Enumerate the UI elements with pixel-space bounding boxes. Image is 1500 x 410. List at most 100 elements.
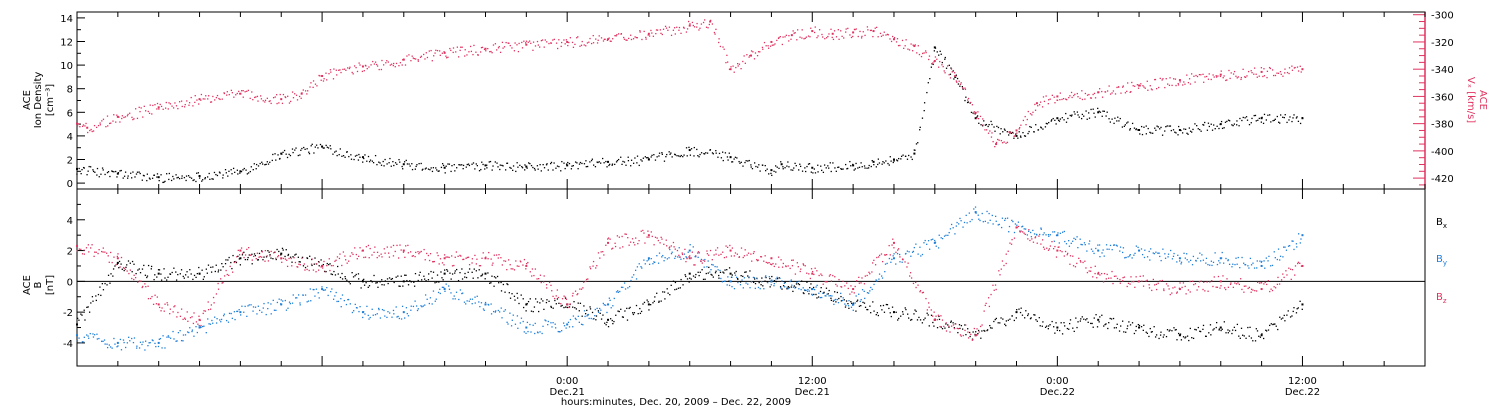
vx-sample xyxy=(1158,86,1160,89)
bx-sample xyxy=(484,278,486,280)
bz-sample xyxy=(631,238,634,240)
bz-sample xyxy=(355,253,358,256)
by-sample xyxy=(406,312,408,315)
bz-sample xyxy=(1022,231,1024,233)
vx-sample xyxy=(85,122,87,125)
by-sample xyxy=(1287,245,1290,247)
bz-sample xyxy=(1024,233,1026,236)
density-sample xyxy=(1135,128,1137,131)
by-sample xyxy=(424,304,426,306)
bz-sample xyxy=(1031,238,1033,240)
bx-sample xyxy=(186,271,188,273)
by-sample xyxy=(555,327,557,329)
vx-sample xyxy=(469,45,472,48)
by-sample xyxy=(444,290,446,292)
bx-sample xyxy=(1262,337,1265,340)
vx-sample xyxy=(1005,142,1007,144)
vx-sample xyxy=(274,96,276,98)
vx-sample xyxy=(711,23,714,25)
by-sample xyxy=(1149,259,1151,261)
density-sample xyxy=(1071,114,1073,116)
bz-sample xyxy=(577,293,579,295)
vx-sample xyxy=(1013,135,1015,137)
bz-sample xyxy=(1248,286,1251,289)
bx-sample xyxy=(714,272,717,274)
vx-sample xyxy=(435,49,437,51)
bx-sample xyxy=(1265,330,1268,332)
bz-sample xyxy=(133,274,135,276)
density-sample xyxy=(699,153,701,156)
by-sample xyxy=(943,235,946,237)
bz-point xyxy=(525,264,528,267)
by-sample xyxy=(1297,233,1300,235)
bx-sample xyxy=(147,264,150,267)
by-sample xyxy=(1261,260,1263,263)
bz-sample xyxy=(906,266,908,268)
by-sample xyxy=(940,237,942,239)
bx-sample xyxy=(358,278,360,280)
by-point xyxy=(1219,257,1222,260)
bz-sample xyxy=(191,316,193,318)
bx-series xyxy=(76,247,1304,342)
vx-sample xyxy=(349,66,351,68)
by-sample xyxy=(219,319,221,321)
bx-sample xyxy=(222,266,224,268)
bz-sample xyxy=(1212,285,1214,288)
vx-sample xyxy=(1122,85,1124,87)
by-sample xyxy=(1172,255,1175,257)
bx-sample xyxy=(137,269,139,271)
by-sample xyxy=(437,291,440,294)
by-sample xyxy=(1192,255,1195,258)
density-sample xyxy=(1080,117,1083,120)
bz-sample xyxy=(91,244,93,246)
by-sample xyxy=(587,313,590,316)
density-sample xyxy=(572,164,574,167)
density-point xyxy=(198,175,201,178)
density-sample xyxy=(623,161,626,163)
density-sample xyxy=(1246,119,1249,121)
density-sample xyxy=(1029,125,1031,128)
ion-density-series xyxy=(76,46,1304,184)
bz-sample xyxy=(264,249,267,252)
density-sample xyxy=(651,154,653,157)
by-sample xyxy=(1205,257,1208,260)
by-sample xyxy=(582,324,584,326)
bz-sample xyxy=(87,244,89,246)
bx-sample xyxy=(522,298,524,300)
by-sample xyxy=(760,281,763,283)
bz-sample xyxy=(895,251,897,253)
density-sample xyxy=(1149,131,1151,134)
density-sample xyxy=(1278,121,1280,123)
density-sample xyxy=(1094,116,1096,118)
vx-sample xyxy=(623,36,625,39)
density-sample xyxy=(991,123,993,126)
bz-sample xyxy=(744,249,746,251)
by-point xyxy=(933,241,936,244)
by-sample xyxy=(608,297,611,299)
bx-sample xyxy=(1218,328,1221,330)
bz-sample xyxy=(725,245,727,247)
bx-sample xyxy=(1185,336,1187,338)
bx-sample xyxy=(875,313,877,316)
by-sample xyxy=(234,318,236,321)
density-sample xyxy=(944,58,946,60)
by-sample xyxy=(1053,240,1055,242)
vx-sample xyxy=(713,31,716,34)
density-sample xyxy=(76,173,78,175)
bz-sample xyxy=(661,238,663,240)
bz-sample xyxy=(791,265,794,267)
bz-sample xyxy=(238,254,241,256)
bx-sample xyxy=(1261,333,1263,335)
vx-sample xyxy=(997,138,999,141)
bx-sample xyxy=(667,292,669,294)
density-sample xyxy=(346,151,348,153)
density-sample xyxy=(990,120,992,123)
vx-sample xyxy=(410,60,412,62)
bz-sample xyxy=(647,230,649,232)
bz-sample xyxy=(356,258,358,260)
by-sample xyxy=(416,309,419,312)
density-sample xyxy=(1103,110,1105,112)
by-sample xyxy=(634,269,637,271)
vx-sample xyxy=(615,35,617,37)
bx-sample xyxy=(745,271,747,273)
